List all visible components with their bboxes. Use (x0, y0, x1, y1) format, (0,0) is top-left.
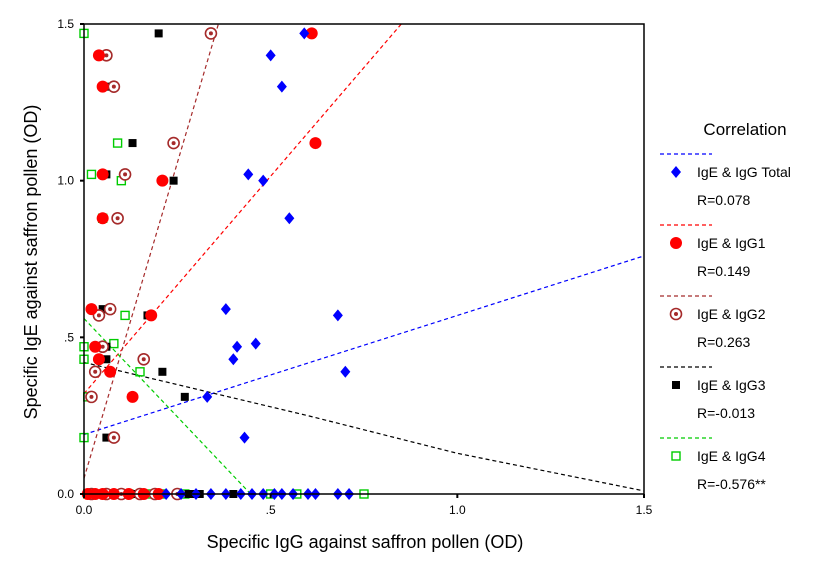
data-point (239, 431, 250, 444)
data-point (137, 352, 151, 366)
data-point (85, 390, 98, 404)
legend: Correlation IgE & IgG Total R=0.078 IgE & … (660, 120, 791, 492)
data-point (92, 49, 105, 62)
series-points (81, 27, 322, 500)
data-point (135, 367, 145, 377)
series-points (94, 29, 238, 498)
legend-r-value: R=0.263 (697, 334, 751, 350)
data-point (112, 138, 123, 148)
series-points (161, 27, 355, 500)
data-point (258, 174, 269, 187)
data-point (232, 340, 243, 353)
legend-marker (670, 237, 682, 249)
data-point (128, 139, 137, 148)
axes: 0.0 .5 1.0 1.5 0.0 .5 1.0 1.5 (57, 17, 652, 517)
data-point (305, 27, 318, 40)
legend-series-label: IgE & IgG1 (697, 235, 766, 251)
data-point (156, 174, 169, 187)
data-point (265, 49, 276, 62)
data-point (284, 212, 295, 225)
x-tick-label: 1.0 (449, 503, 466, 517)
data-point (92, 353, 105, 366)
data-point (102, 355, 111, 364)
data-point (228, 353, 239, 366)
data-point (96, 212, 109, 225)
x-tick-label: .5 (266, 503, 276, 517)
legend-title: Correlation (703, 120, 786, 139)
legend-series-label: IgE & IgG2 (697, 306, 766, 322)
fit-line (84, 24, 219, 479)
data-point (154, 29, 163, 38)
fit-line (84, 361, 644, 492)
data-point (88, 365, 102, 379)
y-tick-label: 1.0 (57, 174, 74, 188)
data-point (96, 80, 109, 93)
data-point (202, 390, 213, 403)
fit-line (84, 24, 402, 395)
data-point (85, 303, 98, 316)
legend-r-value: R=0.078 (697, 192, 751, 208)
data-point (96, 168, 109, 181)
y-tick-label: 0.0 (57, 487, 74, 501)
plot-area (79, 24, 644, 501)
legend-r-value: R=-0.576** (697, 476, 766, 492)
legend-r-value: R=0.149 (697, 263, 751, 279)
data-point (126, 390, 139, 403)
data-point (102, 433, 111, 442)
series-points (85, 27, 218, 501)
data-point (243, 168, 254, 181)
data-point (118, 168, 132, 181)
data-point (299, 27, 310, 40)
legend-marker (671, 166, 681, 178)
data-point (167, 136, 180, 150)
fit-line (84, 318, 252, 494)
legend-series-label: IgE & IgG Total (697, 164, 791, 180)
y-axis-title: Specific IgE against saffron pollen (OD) (21, 105, 41, 420)
data-point (120, 310, 130, 321)
data-point (98, 305, 107, 314)
y-tick-label: 1.5 (57, 17, 74, 31)
data-point (309, 137, 322, 150)
data-point (220, 303, 231, 316)
data-point (204, 27, 218, 40)
plot-frame (83, 23, 645, 495)
x-axis-title: Specific IgG against saffron pollen (OD) (207, 532, 524, 552)
legend-marker (672, 381, 680, 389)
data-points (79, 27, 369, 501)
data-point (103, 302, 117, 316)
y-tick-label: .5 (64, 330, 74, 344)
data-point (89, 340, 102, 353)
data-point (276, 80, 287, 93)
data-point (169, 176, 178, 185)
data-point (107, 431, 121, 444)
data-point (340, 365, 351, 378)
data-point (158, 367, 167, 376)
legend-series-label: IgE & IgG4 (697, 448, 766, 464)
legend-r-value: R=-0.013 (697, 405, 755, 421)
legend-series-label: IgE & IgG3 (697, 377, 766, 393)
data-point (250, 337, 261, 350)
legend-marker (671, 451, 681, 461)
data-point (180, 392, 189, 401)
x-tick-label: 1.5 (636, 503, 653, 517)
data-point (111, 211, 124, 225)
data-point (86, 169, 97, 180)
data-point (107, 80, 121, 93)
x-tick-label: 0.0 (76, 503, 93, 517)
data-point (145, 309, 158, 322)
series-points (79, 28, 369, 499)
data-point (104, 365, 117, 378)
data-point (332, 309, 343, 322)
fit-lines (84, 24, 644, 494)
legend-marker (669, 307, 683, 321)
